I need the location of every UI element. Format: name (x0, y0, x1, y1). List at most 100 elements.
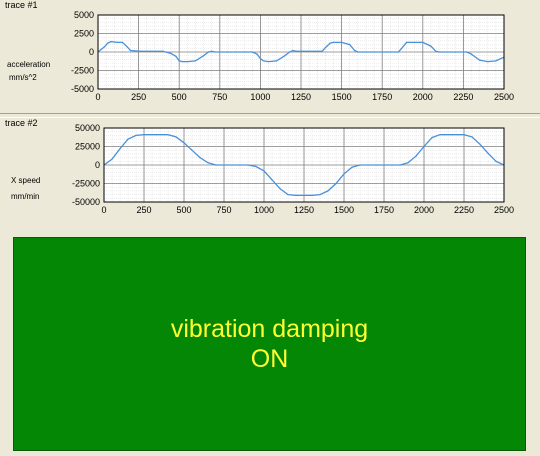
trace-2-ylabel: X speed (11, 176, 41, 185)
data-point (170, 52, 172, 55)
data-point (243, 51, 245, 53)
data-point (479, 59, 481, 61)
data-point (119, 148, 121, 150)
data-point (466, 51, 468, 53)
data-point (292, 49, 294, 52)
trace-1-yunit: mm/s^2 (9, 73, 37, 82)
data-point (423, 145, 425, 148)
data-point (438, 51, 440, 53)
data-point (351, 166, 353, 168)
data-point (276, 60, 278, 62)
data-point (471, 136, 473, 138)
x-tick-label: 250 (136, 205, 151, 215)
data-point (319, 194, 321, 196)
data-point (183, 142, 185, 144)
data-point (454, 51, 456, 53)
x-tick-label: 750 (216, 205, 231, 215)
data-point (207, 51, 210, 53)
data-point (324, 46, 326, 49)
data-point (303, 194, 305, 196)
trace-1-title: trace #1 (5, 0, 38, 10)
y-tick-label: -25000 (72, 179, 100, 189)
data-point (295, 194, 297, 196)
data-point (139, 50, 141, 52)
data-point (435, 50, 437, 52)
data-point (151, 134, 153, 136)
data-point (341, 41, 343, 43)
data-point (367, 164, 369, 166)
data-point (255, 165, 257, 168)
data-point (178, 60, 180, 62)
y-tick-label: 25000 (75, 142, 100, 152)
trace-2-chart: 0 250 500 750 1000 1250 1500 1750 2000 2250 2500 50… (72, 123, 514, 215)
data-point (146, 50, 148, 52)
data-point (202, 55, 205, 57)
data-point (343, 173, 345, 175)
data-point (405, 41, 408, 43)
data-point (194, 60, 197, 62)
data-point (329, 42, 331, 44)
data-point (251, 51, 253, 53)
trace-2-panel: trace #2 X speed mm/min 0 250 500 750 1000 12… (0, 118, 540, 228)
data-point (431, 137, 433, 139)
data-point (107, 42, 109, 44)
data-point (495, 160, 497, 162)
data-point (414, 41, 416, 43)
data-point (284, 55, 286, 57)
plot-frame (97, 14, 505, 90)
data-point (401, 47, 403, 49)
data-point (327, 190, 329, 192)
data-point (373, 51, 375, 53)
plot-frame (103, 127, 505, 203)
data-point (167, 134, 169, 136)
x-tick-label: 1500 (334, 205, 354, 215)
x-tick-label: 500 (176, 205, 191, 215)
data-point (271, 179, 273, 181)
x-tick-label: 500 (172, 92, 187, 102)
data-point (207, 162, 209, 164)
data-point (365, 51, 367, 53)
data-point (332, 41, 335, 43)
data-point (219, 51, 221, 53)
x-tick-label: 1750 (372, 92, 392, 102)
data-point (263, 60, 265, 62)
x-tick-label: 1250 (294, 205, 314, 215)
trace-2-title: trace #2 (5, 118, 38, 128)
x-tick-label: 2250 (453, 92, 473, 102)
data-point (422, 41, 424, 43)
x-tick-label: 2500 (494, 205, 514, 215)
y-tick-label: -2500 (71, 66, 94, 76)
x-tick-label: 0 (95, 92, 100, 102)
data-point (267, 61, 270, 63)
data-point (375, 164, 377, 166)
data-point (321, 50, 323, 52)
x-tick-label: 1500 (332, 92, 352, 102)
status-line-2: ON (250, 345, 289, 373)
data-point (295, 50, 297, 52)
trace-1-panel: trace #1 acceleration mm/s^2 0 250 500 750 1… (0, 0, 540, 112)
trace-1-chart: 0 250 500 750 1000 1250 1500 1750 2000 2250 2500 50… (71, 10, 514, 102)
x-tick-label: 2500 (494, 92, 514, 102)
data-point (175, 136, 177, 138)
data-point (415, 155, 417, 157)
trace-1-ylabel: acceleration (7, 60, 51, 69)
data-point (279, 188, 281, 190)
data-point (470, 53, 473, 55)
data-point (215, 164, 217, 166)
data-point (357, 51, 359, 53)
y-tick-label: -5000 (71, 84, 94, 94)
x-tick-label: 1250 (291, 92, 311, 102)
data-point (111, 158, 113, 160)
x-tick-label: 1000 (250, 92, 270, 102)
data-point (162, 50, 164, 52)
x-tick-label: 250 (131, 92, 146, 102)
y-tick-label: -50000 (72, 197, 100, 207)
vibration-damping-status-panel: vibration damping ON (13, 237, 526, 451)
data-point (143, 134, 145, 136)
data-point (135, 134, 137, 136)
data-point (223, 164, 225, 166)
data-point (110, 41, 112, 43)
data-point (407, 162, 409, 164)
y-tick-label: 0 (89, 47, 94, 57)
data-point (186, 61, 188, 63)
